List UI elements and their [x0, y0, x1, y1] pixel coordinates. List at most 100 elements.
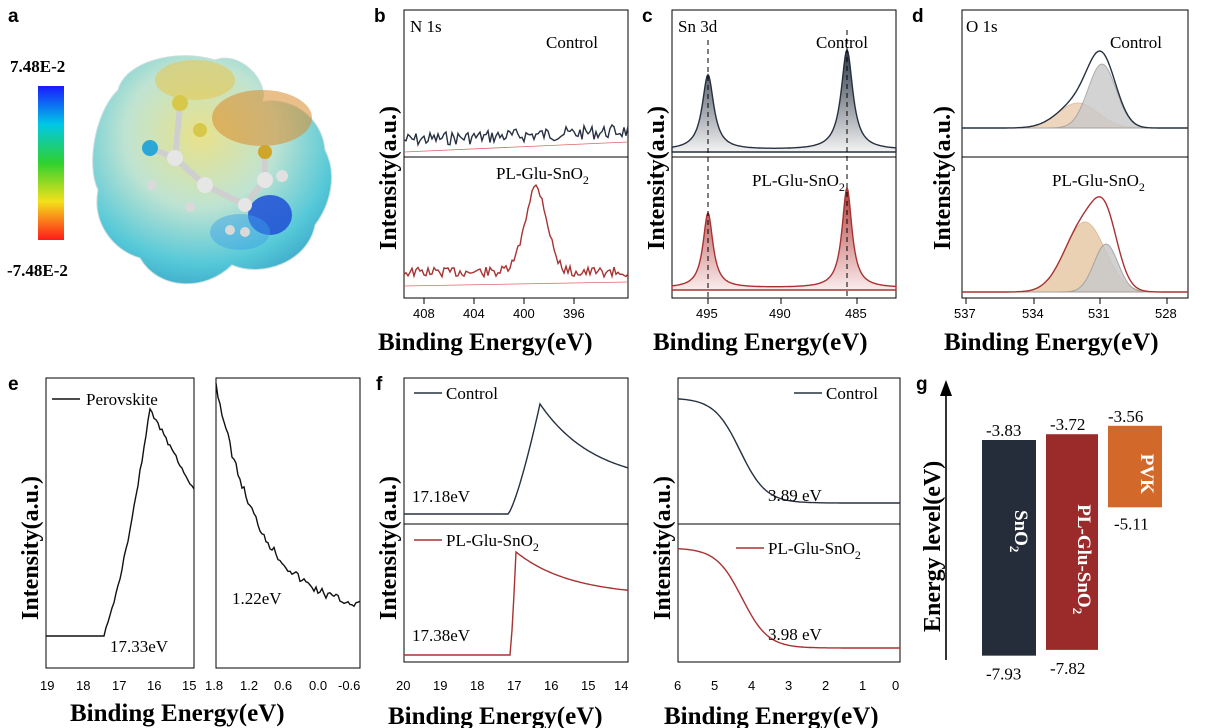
f-tick: 19	[433, 678, 447, 693]
f-right-control-trace	[677, 398, 900, 504]
f-left-ticks: 20 19 18 17 16 15 14	[396, 678, 628, 693]
g-axis-arrow-icon	[940, 380, 952, 396]
axes-e-left	[45, 377, 195, 669]
c-treated-trace	[671, 185, 897, 291]
c-top-label: Control	[816, 33, 868, 52]
e-tick: 1.8	[205, 678, 223, 693]
e-cutoff-value: 17.33eV	[110, 637, 169, 656]
esp-colorbar	[38, 86, 64, 240]
b-tick: 396	[563, 306, 585, 321]
f-control-cutoff: 17.18eV	[412, 487, 471, 506]
e-xlabel: Binding Energy(eV)	[70, 700, 285, 727]
b-ylabel: Intensity(a.u.)	[376, 106, 402, 250]
f-tick: 1	[859, 678, 866, 693]
e-tick: 17	[112, 678, 126, 693]
molecule-esp-surface	[92, 55, 332, 285]
f-right-treated-trace	[677, 548, 900, 649]
panel-label-a: a	[8, 6, 19, 27]
f-tick: 3	[785, 678, 792, 693]
d-xlabel: Binding Energy(eV)	[944, 329, 1159, 356]
c-control-trace	[671, 48, 897, 153]
c-xlabel: Binding Energy(eV)	[653, 329, 868, 356]
cbm-value: -3.56	[1108, 407, 1143, 426]
f-right-legend-treated: PL-Glu-SnO2	[768, 539, 861, 562]
e-tick: 18	[76, 678, 90, 693]
e-tick: 16	[147, 678, 161, 693]
f-left-treated-trace	[404, 550, 629, 656]
d-bottom-label: PL-Glu-SnO2	[1052, 171, 1145, 194]
axes-f-right	[677, 377, 901, 663]
b-bottom-label: PL-Glu-SnO2	[496, 164, 589, 187]
e-tick: -0.6	[338, 678, 360, 693]
c-tick: 490	[769, 306, 791, 321]
b-core-level: N 1s	[410, 17, 442, 36]
d-treated-envelope	[962, 196, 1188, 293]
g-ylabel: Energy level(eV)	[920, 461, 946, 632]
d-control-envelope	[962, 50, 1188, 129]
e-right-trace	[215, 383, 361, 608]
d-tick: 534	[1022, 306, 1044, 321]
panel-label-e: e	[8, 374, 19, 395]
vbm-value: -5.11	[1114, 514, 1149, 533]
f-left-xlabel: Binding Energy(eV)	[388, 703, 603, 728]
e-onset-value: 1.22eV	[232, 589, 282, 608]
e-left-ticks: 19 18 17 16 15	[40, 678, 196, 693]
axes-c	[671, 9, 897, 299]
d-core-level: O 1s	[966, 17, 998, 36]
d-tick: 531	[1088, 306, 1110, 321]
vbm-value: -7.82	[1050, 659, 1085, 678]
c-core-level: Sn 3d	[678, 17, 718, 36]
f-left-control-trace	[404, 402, 629, 515]
e-tick: 0.0	[309, 678, 327, 693]
f-left-legend-control: Control	[446, 384, 498, 403]
e-tick: 19	[40, 678, 54, 693]
e-legend: Perovskite	[86, 390, 158, 409]
d-ylabel: Intensity(a.u.)	[930, 106, 956, 250]
energy-bar-label: PVK	[1136, 454, 1157, 494]
e-right-ticks: 1.8 1.2 0.6 0.0 -0.6	[205, 678, 360, 693]
b-xlabel: Binding Energy(eV)	[378, 329, 593, 356]
f-tick: 5	[711, 678, 718, 693]
f-right-legend-control: Control	[826, 384, 878, 403]
f-tick: 2	[822, 678, 829, 693]
f-left-ylabel: Intensity(a.u.)	[376, 476, 402, 620]
f-tick: 17	[507, 678, 521, 693]
f-tick: 16	[544, 678, 558, 693]
f-treated-cutoff: 17.38eV	[412, 626, 471, 645]
e-tick: 15	[182, 678, 196, 693]
f-right-ylabel: Intensity(a.u.)	[650, 476, 676, 620]
f-tick: 15	[581, 678, 595, 693]
e-tick: 0.6	[274, 678, 292, 693]
b-xticks: 408 404 400 396	[413, 306, 585, 321]
d-treated-fit1	[962, 221, 1188, 293]
d-tick: 537	[954, 306, 976, 321]
vbm-value: -7.93	[986, 665, 1021, 684]
f-tick: 20	[396, 678, 410, 693]
panel-label-b: b	[374, 6, 386, 27]
f-tick: 14	[614, 678, 628, 693]
panel-label-f: f	[376, 374, 383, 395]
energy-bar	[1108, 425, 1162, 508]
f-treated-onset: 3.98 eV	[768, 625, 823, 644]
f-tick: 18	[470, 678, 484, 693]
f-tick: 4	[748, 678, 755, 693]
energy-bar-label: PL-Glu-SnO2	[1070, 504, 1094, 614]
energy-bar	[1046, 434, 1098, 650]
g-bars: -3.83 -7.93 SnO2 -3.72 -7.82 PL-Glu-SnO2 -3.56…	[982, 407, 1162, 684]
panel-label-g: g	[916, 374, 928, 395]
b-tick: 400	[513, 306, 535, 321]
f-tick: 0	[892, 678, 899, 693]
c-ylabel: Intensity(a.u.)	[644, 106, 670, 250]
energy-bar	[982, 440, 1036, 656]
b-tick: 404	[463, 306, 485, 321]
c-tick: 495	[696, 306, 718, 321]
f-left-legend-treated: PL-Glu-SnO2	[446, 531, 539, 554]
d-tick: 528	[1155, 306, 1177, 321]
b-tick: 408	[413, 306, 435, 321]
b-treated-trace	[403, 183, 629, 279]
f-control-onset: 3.89 eV	[768, 486, 823, 505]
panel-label-d: d	[912, 6, 924, 27]
f-right-ticks: 6 5 4 3 2 1 0	[674, 678, 899, 693]
axes-b	[403, 9, 629, 299]
